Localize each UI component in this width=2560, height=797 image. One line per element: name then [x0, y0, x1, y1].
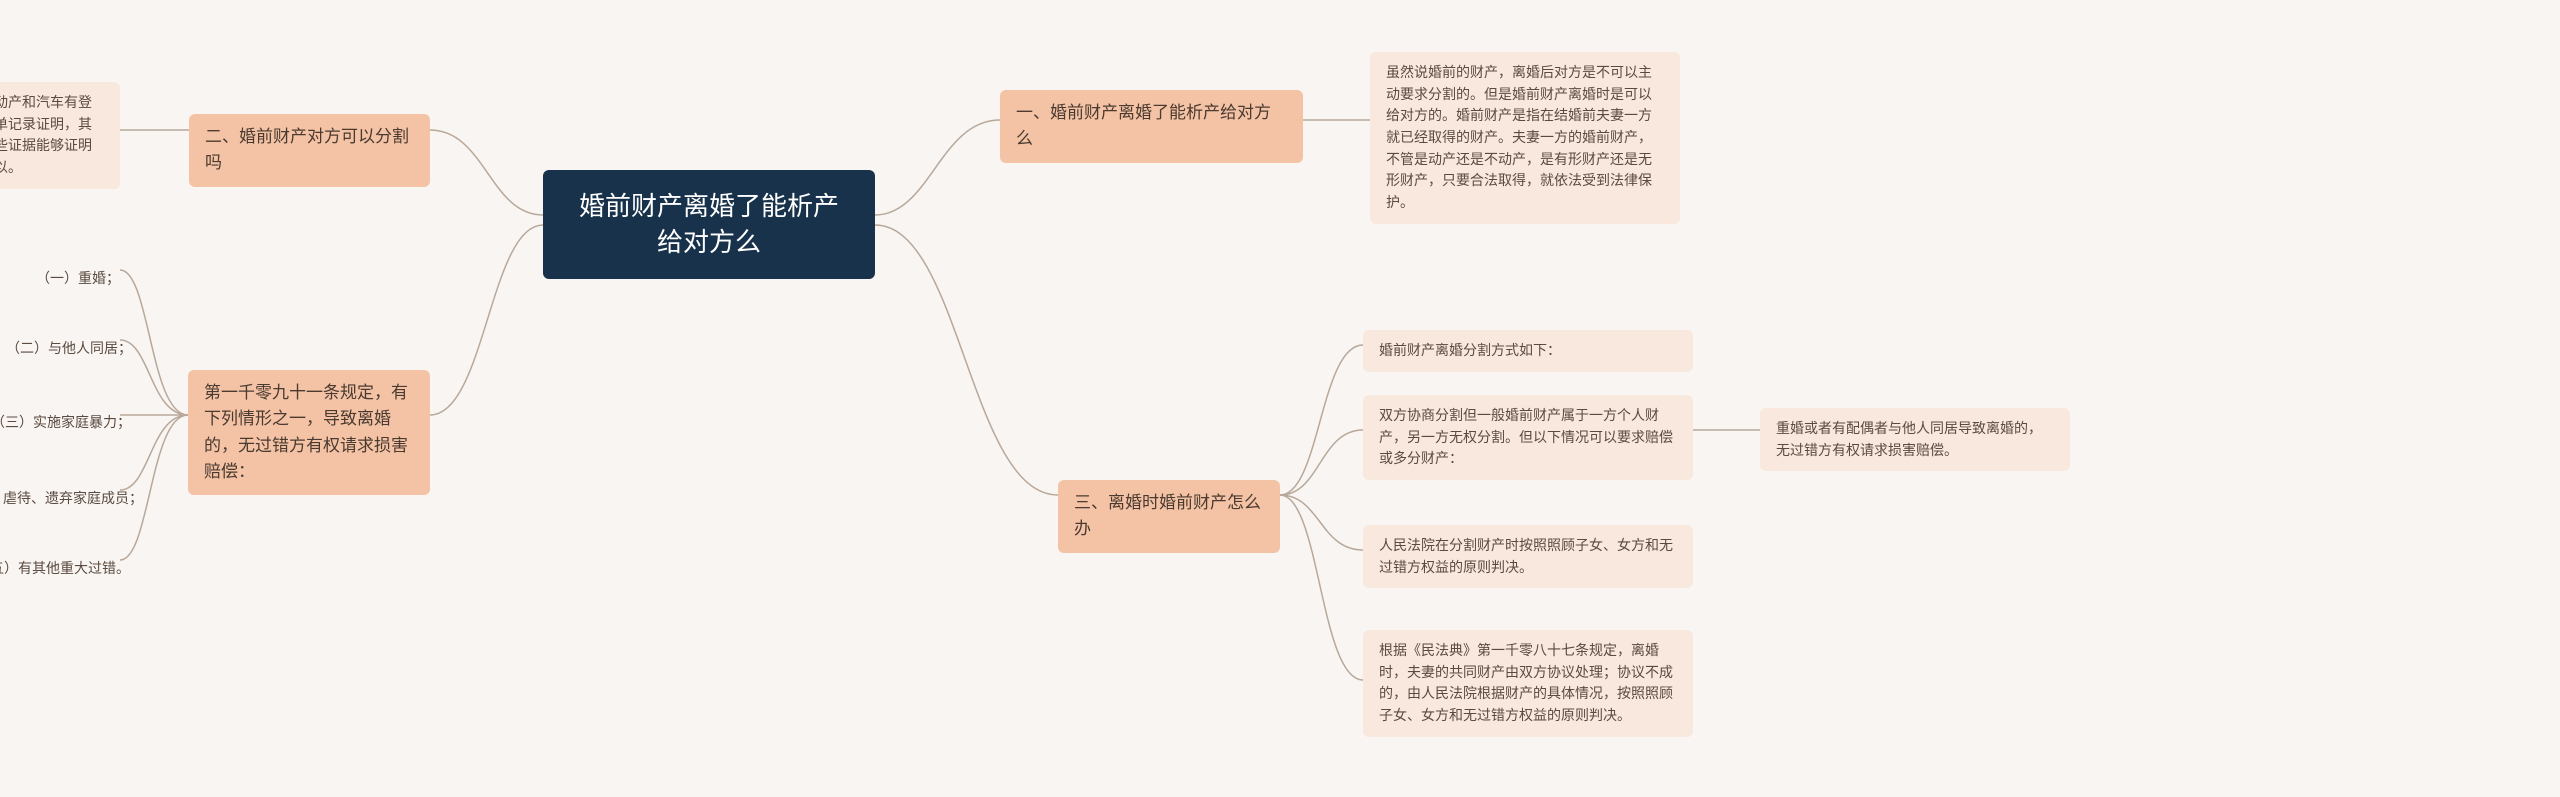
branch-3-leaf-d: 根据《民法典》第一千零八十七条规定，离婚时，夫妻的共同财产由双方协议处理；协议不…	[1363, 630, 1693, 737]
branch-1: 一、婚前财产离婚了能析产给对方么	[1000, 90, 1303, 163]
branch-4-item-4-text: （四）虐待、遗弃家庭成员；	[0, 490, 143, 506]
branch-4-item-1: （一）重婚；	[20, 258, 136, 300]
branch-2-leaf-text: 婚前财产对方无权分割。不动产和汽车有登记可以证明，存款有银行账单记录证明，其它动…	[0, 94, 92, 175]
branch-3-leaf-c: 人民法院在分割财产时按照照顾子女、女方和无过错方权益的原则判决。	[1363, 525, 1693, 588]
branch-3-leaf-a-text: 婚前财产离婚分割方式如下：	[1379, 342, 1561, 358]
branch-4-item-2: （二）与他人同居；	[0, 328, 148, 370]
branch-3-leaf-b: 双方协商分割但一般婚前财产属于一方个人财产，另一方无权分割。但以下情况可以要求赔…	[1363, 395, 1693, 480]
branch-2-leaf: 婚前财产对方无权分割。不动产和汽车有登记可以证明，存款有银行账单记录证明，其它动…	[0, 82, 120, 189]
branch-3-leaf-b-sub-text: 重婚或者有配偶者与他人同居导致离婚的，无过错方有权请求损害赔偿。	[1776, 420, 2042, 458]
branch-1-title: 一、婚前财产离婚了能析产给对方么	[1016, 103, 1271, 148]
branch-4-item-3-text: （三）实施家庭暴力；	[0, 414, 131, 430]
branch-4-item-5: （五）有其他重大过错。	[0, 548, 146, 590]
branch-4: 第一千零九十一条规定，有下列情形之一，导致离婚的，无过错方有权请求损害赔偿：	[188, 370, 430, 495]
branch-3-leaf-d-text: 根据《民法典》第一千零八十七条规定，离婚时，夫妻的共同财产由双方协议处理；协议不…	[1379, 642, 1673, 723]
branch-3-title: 三、离婚时婚前财产怎么办	[1074, 493, 1261, 538]
branch-4-item-1-text: （一）重婚；	[36, 270, 120, 286]
branch-3: 三、离婚时婚前财产怎么办	[1058, 480, 1280, 553]
branch-3-leaf-b-text: 双方协商分割但一般婚前财产属于一方个人财产，另一方无权分割。但以下情况可以要求赔…	[1379, 407, 1673, 466]
center-node: 婚前财产离婚了能析产给对方么	[543, 170, 875, 279]
branch-4-item-4: （四）虐待、遗弃家庭成员；	[0, 478, 159, 520]
branch-4-title: 第一千零九十一条规定，有下列情形之一，导致离婚的，无过错方有权请求损害赔偿：	[204, 383, 408, 481]
center-text: 婚前财产离婚了能析产给对方么	[579, 191, 839, 257]
branch-1-leaf: 虽然说婚前的财产，离婚后对方是不可以主动要求分割的。但是婚前财产离婚时是可以给对…	[1370, 52, 1680, 224]
branch-4-item-5-text: （五）有其他重大过错。	[0, 560, 130, 576]
branch-2: 二、婚前财产对方可以分割吗	[189, 114, 430, 187]
branch-3-leaf-c-text: 人民法院在分割财产时按照照顾子女、女方和无过错方权益的原则判决。	[1379, 537, 1673, 575]
branch-1-leaf-text: 虽然说婚前的财产，离婚后对方是不可以主动要求分割的。但是婚前财产离婚时是可以给对…	[1386, 64, 1652, 210]
branch-3-leaf-b-sub: 重婚或者有配偶者与他人同居导致离婚的，无过错方有权请求损害赔偿。	[1760, 408, 2070, 471]
branch-2-title: 二、婚前财产对方可以分割吗	[205, 127, 409, 172]
branch-4-item-3: （三）实施家庭暴力；	[0, 402, 147, 444]
branch-4-item-2-text: （二）与他人同居；	[6, 340, 132, 356]
branch-3-leaf-a: 婚前财产离婚分割方式如下：	[1363, 330, 1693, 372]
